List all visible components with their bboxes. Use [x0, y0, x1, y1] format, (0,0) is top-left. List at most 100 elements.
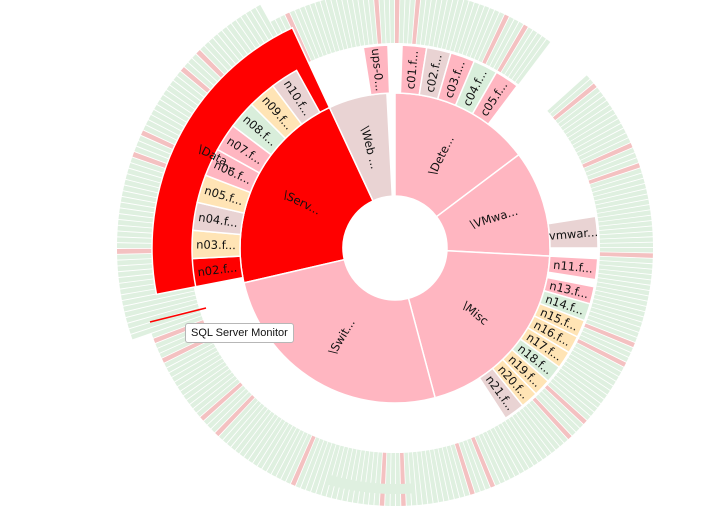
- leaf-slice[interactable]: [166, 343, 216, 373]
- leaf-slice[interactable]: [552, 83, 597, 121]
- leaf-slice[interactable]: [305, 4, 327, 56]
- leaf-slice[interactable]: [585, 319, 637, 343]
- leaf-slice[interactable]: [594, 290, 648, 307]
- leaf-slice[interactable]: [486, 16, 514, 66]
- leaf-slice[interactable]: [437, 0, 453, 49]
- leaf-slice[interactable]: [501, 421, 534, 469]
- leaf-slice[interactable]: [203, 385, 246, 425]
- segment-n11[interactable]: [547, 255, 599, 281]
- leaf-slice[interactable]: [576, 128, 626, 157]
- leaf-slice[interactable]: [442, 446, 460, 499]
- leaf-slice[interactable]: [450, 444, 470, 497]
- leaf-slice[interactable]: [446, 445, 465, 498]
- leaf-slice[interactable]: [561, 364, 607, 399]
- leaf-slice[interactable]: [570, 114, 618, 145]
- leaf-slice[interactable]: [509, 416, 543, 463]
- leaf-slice[interactable]: [285, 433, 312, 484]
- leaf-slice[interactable]: [285, 12, 311, 63]
- leaf-slice[interactable]: [412, 0, 421, 45]
- leaf-slice[interactable]: [558, 368, 604, 404]
- segment-vmwar[interactable]: [547, 215, 599, 249]
- leaf-slice[interactable]: [599, 260, 653, 269]
- leaf-slice[interactable]: [186, 369, 232, 404]
- leaf-slice[interactable]: [547, 75, 590, 114]
- leaf-slice[interactable]: [597, 204, 651, 218]
- leaf-slice[interactable]: [454, 1, 474, 53]
- leaf-slice[interactable]: [421, 450, 433, 504]
- leaf-slice[interactable]: [556, 371, 601, 408]
- leaf-slice[interactable]: [379, 0, 386, 44]
- leaf-slice[interactable]: [257, 421, 289, 469]
- leaf-slice[interactable]: [429, 0, 442, 47]
- leaf-slice[interactable]: [508, 33, 542, 80]
- leaf-slice[interactable]: [172, 351, 220, 382]
- leaf-slice[interactable]: [558, 92, 604, 127]
- leaf-slice[interactable]: [493, 21, 524, 71]
- leaf-slice[interactable]: [471, 436, 495, 488]
- leaf-slice[interactable]: [580, 138, 631, 164]
- leaf-slice[interactable]: [281, 431, 308, 482]
- leaf-slice[interactable]: [591, 173, 644, 193]
- leaf-slice[interactable]: [482, 14, 509, 65]
- leaf-slice[interactable]: [125, 299, 198, 323]
- leaf-slice[interactable]: [592, 298, 645, 317]
- leaf-slice[interactable]: [519, 408, 556, 453]
- leaf-slice[interactable]: [595, 286, 649, 301]
- leaf-slice[interactable]: [395, 0, 400, 44]
- leaf-slice[interactable]: [399, 0, 405, 44]
- leaf-slice[interactable]: [597, 273, 651, 285]
- leaf-slice[interactable]: [550, 378, 594, 416]
- leaf-slice[interactable]: [555, 87, 600, 124]
- leaf-slice[interactable]: [560, 96, 607, 131]
- leaf-slice[interactable]: [593, 183, 646, 201]
- leaf-slice[interactable]: [505, 418, 538, 466]
- leaf-slice[interactable]: [598, 269, 652, 280]
- leaf-slice[interactable]: [215, 394, 255, 437]
- leaf-slice[interactable]: [252, 419, 286, 466]
- leaf-slice[interactable]: [462, 4, 485, 56]
- leaf-slice[interactable]: [547, 381, 591, 420]
- leaf-slice[interactable]: [596, 282, 650, 296]
- leaf-slice[interactable]: [244, 414, 279, 460]
- leaf-slice[interactable]: [459, 441, 480, 494]
- leaf-slice[interactable]: [425, 450, 439, 504]
- leaf-slice[interactable]: [130, 312, 202, 340]
- leaf-slice[interactable]: [248, 416, 282, 463]
- leaf-slice[interactable]: [590, 307, 642, 327]
- leaf-slice[interactable]: [494, 425, 524, 474]
- leaf-slice[interactable]: [598, 265, 653, 275]
- leaf-slice[interactable]: [597, 277, 651, 291]
- leaf-slice[interactable]: [535, 394, 576, 436]
- leaf-slice[interactable]: [470, 8, 495, 59]
- leaf-slice[interactable]: [588, 163, 641, 184]
- leaf-slice[interactable]: [592, 178, 645, 197]
- leaf-slice[interactable]: [593, 294, 647, 312]
- leaf-slice[interactable]: [589, 168, 642, 189]
- leaf-slice[interactable]: [595, 194, 649, 209]
- leaf-slice[interactable]: [316, 443, 336, 495]
- leaf-slice[interactable]: [565, 105, 613, 138]
- leaf-slice[interactable]: [190, 372, 235, 409]
- leaf-slice[interactable]: [434, 448, 449, 502]
- leaf-slice[interactable]: [578, 335, 629, 362]
- leaf-slice[interactable]: [347, 0, 361, 47]
- leaf-slice[interactable]: [583, 148, 635, 172]
- leaf-slice[interactable]: [467, 438, 490, 490]
- segment-c05[interactable]: [471, 71, 519, 126]
- segment-n21[interactable]: [478, 367, 524, 420]
- leaf-slice[interactable]: [384, 0, 390, 44]
- leaf-slice[interactable]: [497, 24, 528, 73]
- leaf-slice[interactable]: [599, 252, 653, 258]
- leaf-slice[interactable]: [357, 0, 369, 46]
- leaf-slice[interactable]: [127, 303, 199, 329]
- leaf-slice[interactable]: [599, 237, 653, 243]
- leaf-slice[interactable]: [578, 133, 629, 161]
- leaf-slice[interactable]: [599, 231, 653, 239]
- leaf-slice[interactable]: [538, 391, 580, 432]
- leaf-slice[interactable]: [532, 397, 572, 440]
- leaf-slice[interactable]: [325, 0, 344, 51]
- leaf-slice[interactable]: [490, 427, 520, 477]
- leaf-slice[interactable]: [363, 0, 373, 45]
- leaf-slice[interactable]: [584, 323, 635, 348]
- leaf-slice[interactable]: [352, 0, 365, 46]
